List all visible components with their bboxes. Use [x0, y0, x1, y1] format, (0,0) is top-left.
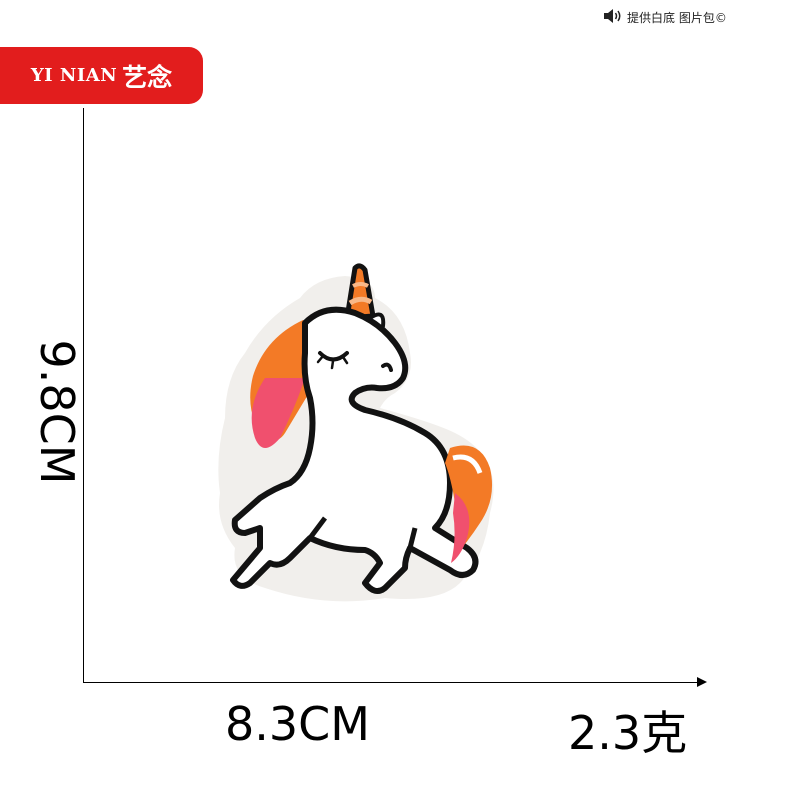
width-axis-line — [83, 682, 703, 683]
eye — [318, 351, 349, 362]
speaker-icon — [603, 8, 623, 27]
top-note: 提供白底 图片包© — [603, 8, 727, 27]
width-axis-arrow — [697, 677, 707, 687]
width-label: 8.3CM — [225, 697, 370, 751]
nostril — [381, 362, 393, 372]
height-label: 9.8CM — [30, 339, 84, 485]
height-axis-line — [83, 108, 84, 683]
weight-label: 2.3克 — [568, 706, 688, 760]
unicorn-patch — [205, 258, 505, 612]
horn — [344, 263, 376, 321]
brand-latin-name: YI NIAN — [30, 65, 118, 86]
tail — [445, 445, 493, 558]
top-note-text: 提供白底 图片包© — [627, 11, 727, 25]
unicorn-patch-illustration — [218, 263, 494, 602]
brand-badge: YI NIAN 艺念 — [0, 47, 203, 104]
brand-cjk-name: 艺念 — [122, 62, 173, 92]
unicorn-body — [230, 306, 479, 595]
